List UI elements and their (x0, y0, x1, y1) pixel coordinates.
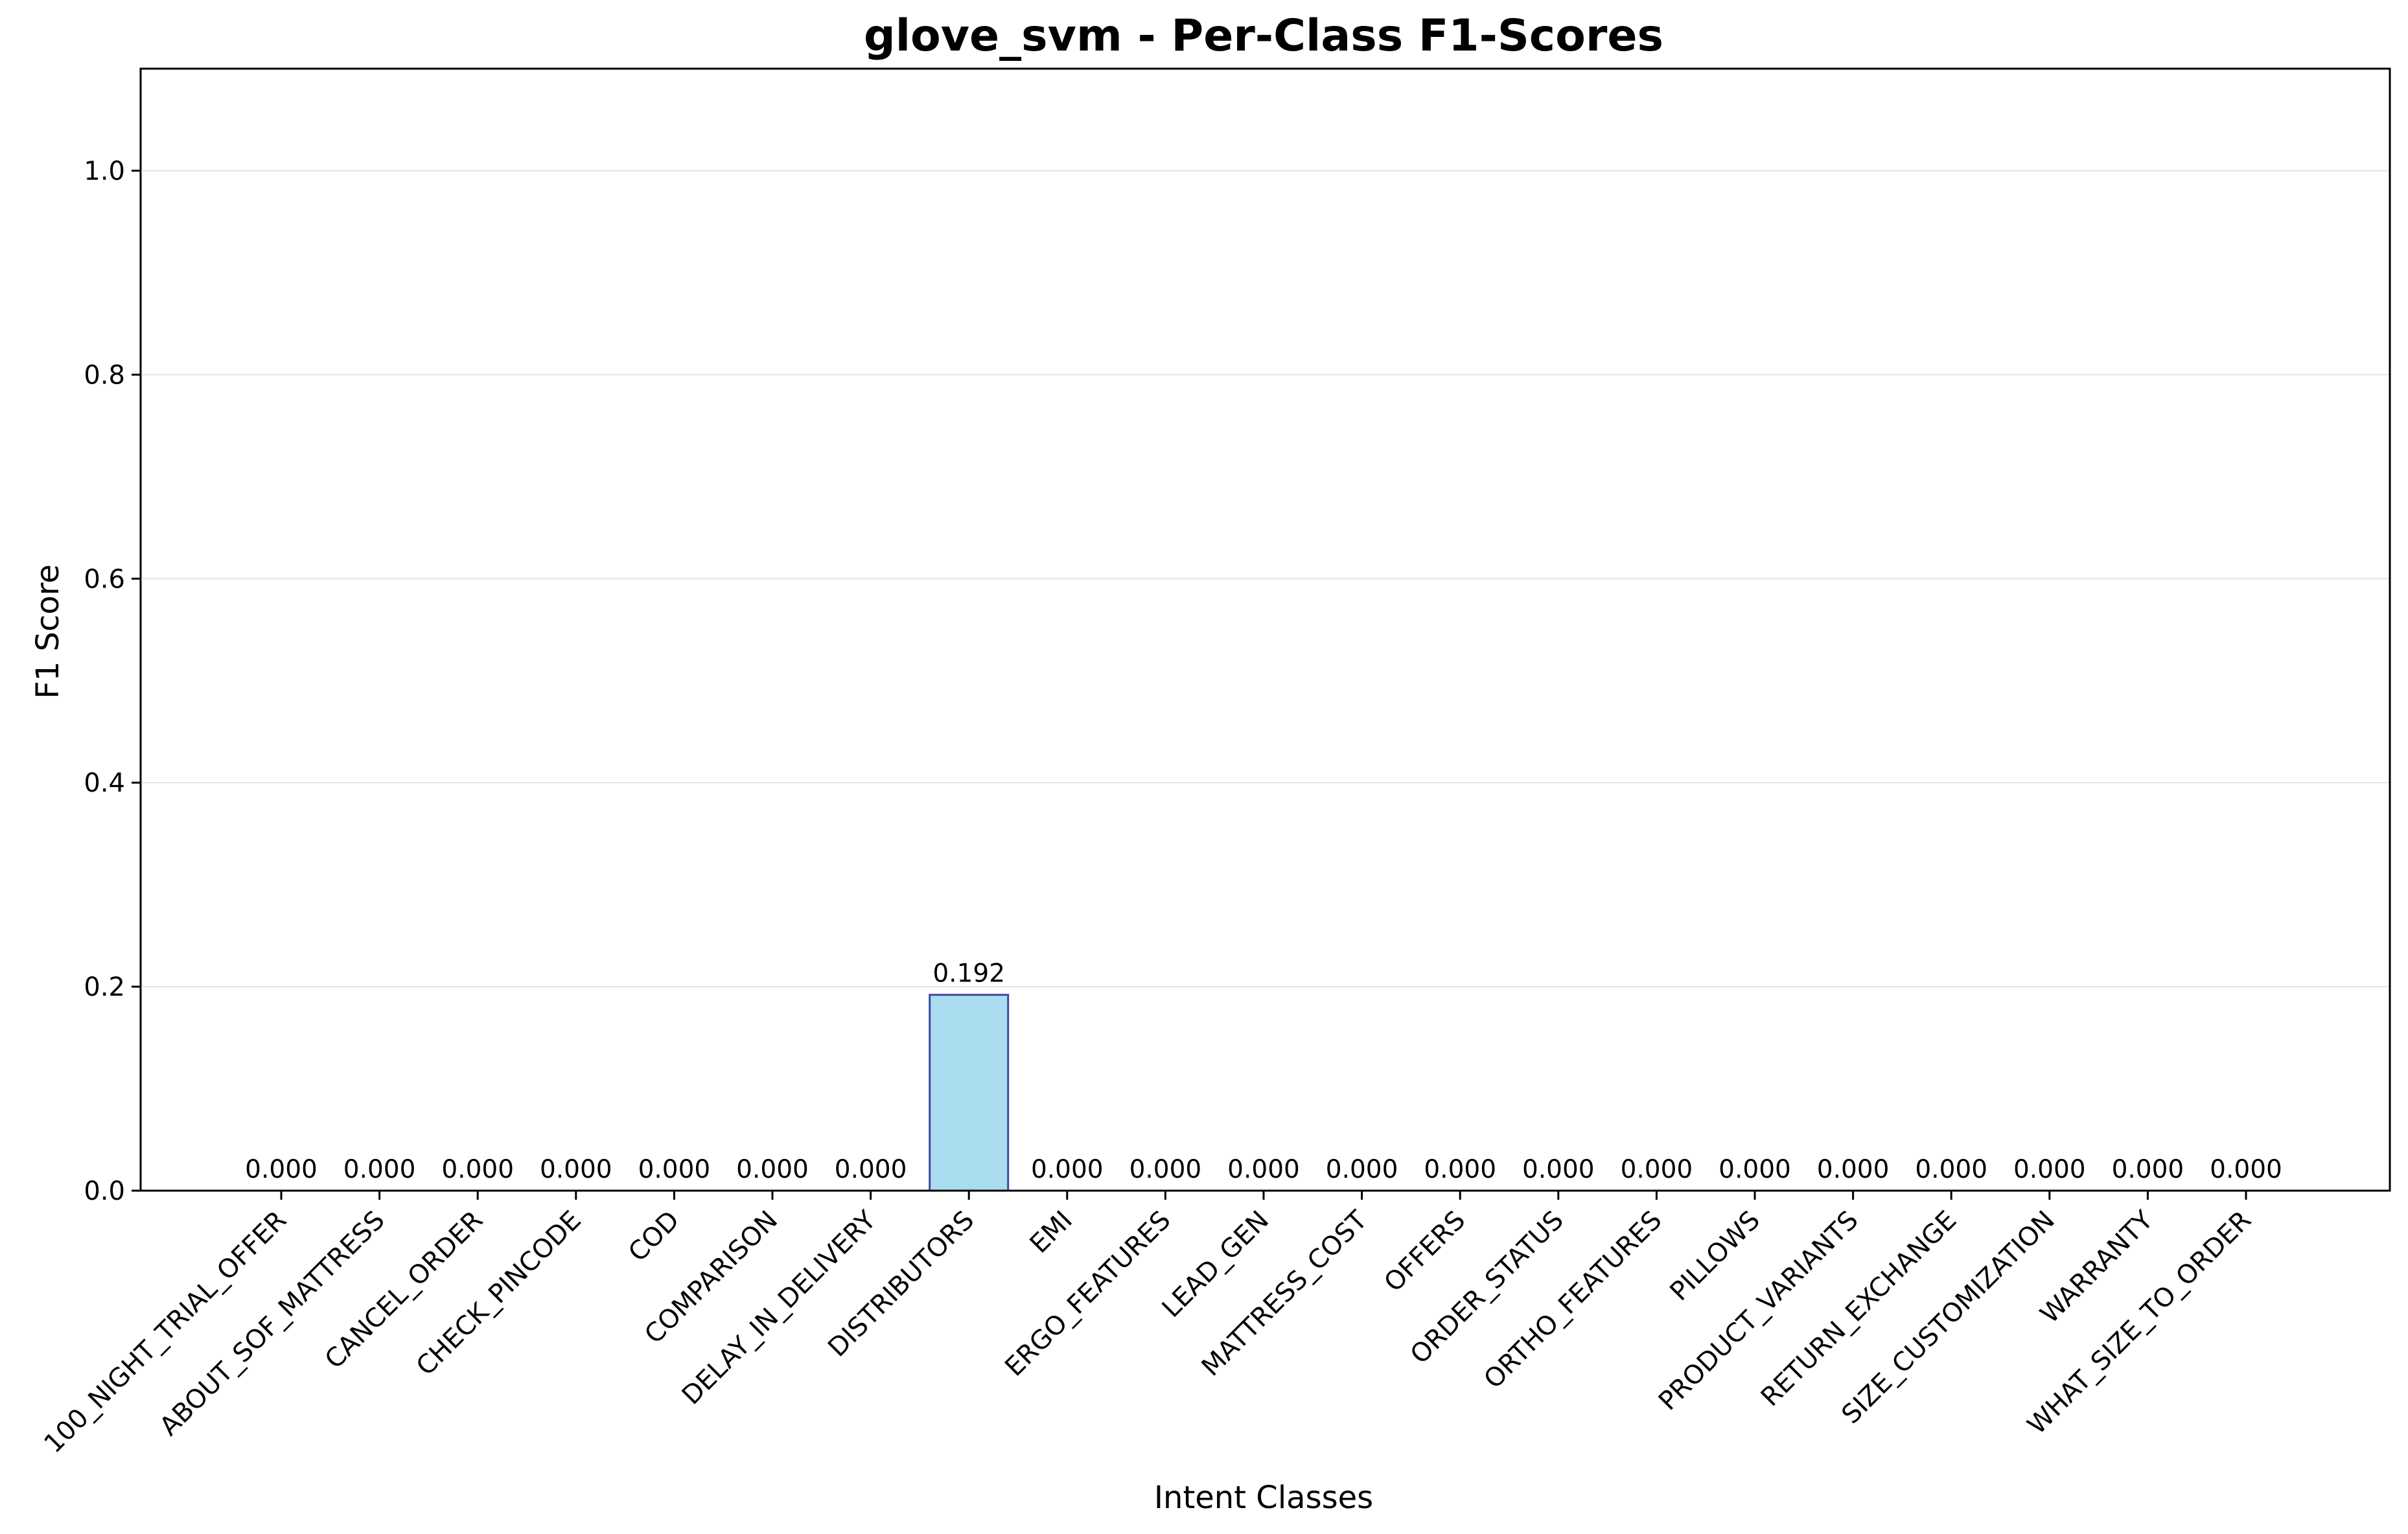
y-axis-ticks: 0.0 0.2 0.4 0.6 0.8 1.0 (84, 156, 141, 1206)
x-tick-label: RETURN_EXCHANGE (1755, 1206, 1962, 1412)
bar-value-label: 0.000 (441, 1155, 514, 1184)
chart-title: glove_svm - Per-Class F1-Scores (864, 10, 1663, 62)
y-tick-label: 0.4 (84, 768, 125, 798)
y-tick-label: 0.6 (84, 564, 125, 594)
x-tick-label: DELAY_IN_DELIVERY (677, 1205, 882, 1410)
bar-value-label: 0.000 (1031, 1155, 1104, 1184)
bar-value-label: 0.000 (540, 1155, 612, 1184)
y-tick-label: 0.0 (84, 1176, 125, 1206)
bar-value-label: 0.000 (1817, 1155, 1890, 1184)
x-tick-label: CHECK_PINCODE (411, 1206, 587, 1382)
bar (929, 994, 1010, 1192)
bar-value-label: 0.000 (343, 1155, 416, 1184)
bar-value-label: 0.000 (2013, 1155, 2086, 1184)
bar-value-label: 0.000 (1424, 1155, 1496, 1184)
x-axis-ticks: 100_NIGHT_TRIAL_OFFERABOUT_SOF_MATTRESSC… (38, 1191, 2257, 1459)
x-tick-label: COD (623, 1206, 685, 1268)
bar-value-label: 0.000 (835, 1155, 907, 1184)
x-tick-label: PRODUCT_VARIANTS (1653, 1206, 1864, 1417)
y-axis-label: F1 Score (30, 564, 66, 699)
bar-value-label: 0.000 (1719, 1155, 1791, 1184)
bar-value-label: 0.000 (638, 1155, 711, 1184)
y-tick-label: 0.2 (84, 972, 125, 1002)
bar-value-label: 0.000 (1915, 1155, 1987, 1184)
x-tick-label: OFFERS (1378, 1206, 1471, 1298)
data-labels: 0.000 0.000 0.000 0.000 0.000 0.000 0.000 0.192… (245, 959, 2282, 1184)
bar-value-label: 0.000 (1522, 1155, 1595, 1184)
x-tick-label: EMI (1025, 1206, 1078, 1259)
x-tick-label: ORTHO_FEATURES (1478, 1206, 1667, 1395)
bar-value-label: 0.000 (1227, 1155, 1300, 1184)
x-axis-label: Intent Classes (1154, 1480, 1373, 1516)
bar-value-label: 0.000 (1326, 1155, 1398, 1184)
bar-value-label: 0.000 (2210, 1155, 2282, 1184)
x-tick-label: ERGO_FEATURES (999, 1206, 1176, 1382)
bar-value-label: 0.000 (245, 1155, 318, 1184)
x-tick-label: MATTRESS_COST (1196, 1205, 1373, 1382)
plot-frame (139, 67, 2391, 1192)
bar-value-label: 0.000 (1129, 1155, 1202, 1184)
y-tick-label: 0.8 (84, 360, 125, 390)
y-tick-label: 1.0 (84, 156, 125, 186)
grid-lines (141, 170, 2390, 988)
bar-value-label: 0.000 (2112, 1155, 2184, 1184)
bar-value-label: 0.000 (1621, 1155, 1693, 1184)
bar-value-label: 0.000 (736, 1155, 809, 1184)
bar-value-label: 0.192 (932, 959, 1005, 989)
x-tick-label: PILLOWS (1664, 1206, 1766, 1307)
bars (929, 994, 1010, 1192)
